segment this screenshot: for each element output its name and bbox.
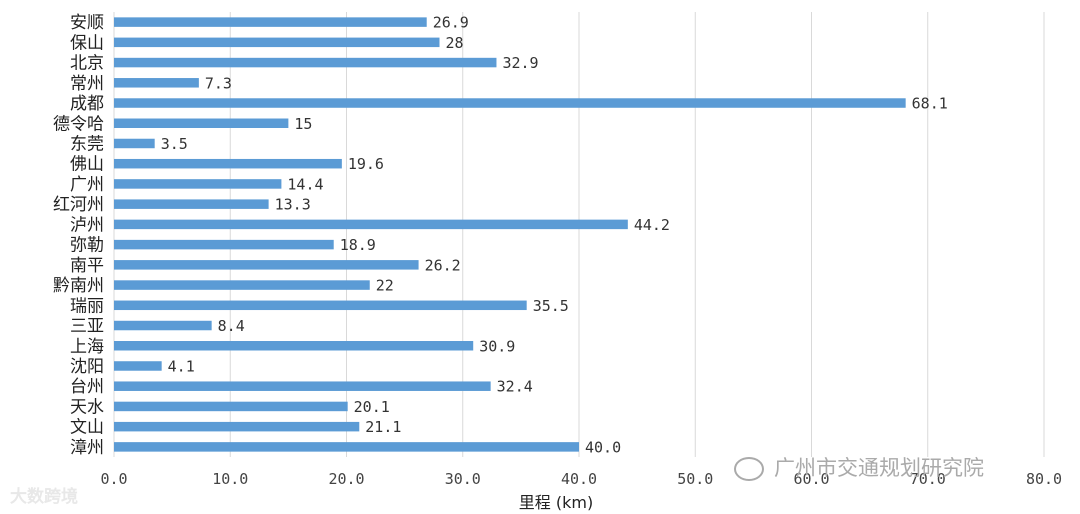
- value-label: 19.6: [348, 155, 384, 173]
- value-label: 14.4: [287, 175, 323, 193]
- bar: [114, 98, 906, 108]
- bar: [114, 381, 491, 391]
- bar: [114, 442, 579, 452]
- value-label: 18.9: [340, 236, 376, 254]
- category-label: 漳州: [70, 438, 104, 458]
- category-label: 广州: [70, 175, 104, 195]
- category-label: 常州: [70, 74, 104, 94]
- x-tick-label: 70.0: [910, 470, 946, 488]
- x-tick-label: 20.0: [328, 470, 364, 488]
- bar: [114, 361, 162, 371]
- value-label: 15: [294, 115, 312, 133]
- value-label: 32.9: [502, 54, 538, 72]
- x-tick-label: 80.0: [1026, 470, 1062, 488]
- bar: [114, 138, 155, 149]
- wechat-icon: [734, 457, 764, 481]
- category-label: 佛山: [70, 155, 104, 175]
- bars: [114, 17, 906, 452]
- category-labels: 安顺保山北京常州成都德令哈东莞佛山广州红河州泸州弥勒南平黔南州瑞丽三亚上海沈阳台…: [53, 13, 104, 458]
- category-label: 沈阳: [70, 357, 104, 377]
- category-label: 瑞丽: [70, 296, 104, 316]
- bar: [114, 219, 628, 230]
- bar: [114, 260, 419, 270]
- bar: [114, 118, 289, 128]
- bar: [114, 179, 282, 189]
- category-label: 台州: [70, 377, 104, 397]
- category-label: 泸州: [70, 215, 104, 235]
- x-tick-label: 50.0: [677, 470, 713, 488]
- bar: [114, 421, 360, 432]
- category-label: 天水: [70, 397, 104, 417]
- bar: [114, 57, 497, 68]
- watermark-right: 广州市交通规划研究院: [734, 452, 984, 482]
- x-axis-title: 里程 (km): [519, 493, 593, 512]
- bar: [114, 320, 212, 331]
- value-label: 68.1: [912, 95, 948, 113]
- value-label: 28: [446, 34, 464, 52]
- bar: [114, 78, 199, 88]
- value-labels: 26.9 28 32.9 7.3 68.1 15 3.5 19.6 14.4 13.3 44.2 18…: [161, 14, 948, 457]
- category-label: 北京: [70, 54, 104, 74]
- category-label: 红河州: [53, 195, 104, 215]
- bar: [114, 239, 334, 250]
- x-tick-labels: 0.0 10.0 20.0 30.0 40.0 50.0 60.0 70.0 80.0: [100, 470, 1062, 488]
- gridlines: [113, 12, 1045, 457]
- value-label: 22: [376, 277, 394, 295]
- category-label: 德令哈: [53, 114, 104, 134]
- watermark-right-text: 广州市交通规划研究院: [774, 456, 984, 480]
- category-label: 成都: [70, 94, 104, 114]
- value-label: 20.1: [354, 398, 390, 416]
- bar: [114, 401, 348, 412]
- category-label: 保山: [70, 33, 104, 53]
- value-label: 40.0: [585, 438, 621, 456]
- value-label: 26.9: [433, 14, 469, 32]
- bar: [114, 17, 427, 27]
- category-label: 黔南州: [53, 276, 104, 296]
- x-tick-label: 10.0: [212, 470, 248, 488]
- x-tick-label: 60.0: [793, 470, 829, 488]
- x-tick-label: 40.0: [561, 470, 597, 488]
- bar: [114, 37, 440, 48]
- value-label: 21.1: [365, 418, 401, 436]
- category-label: 上海: [70, 337, 104, 357]
- watermark-left: 大数跨境: [10, 482, 78, 507]
- value-label: 44.2: [634, 216, 670, 234]
- value-label: 3.5: [161, 135, 188, 153]
- category-label: 三亚: [70, 317, 104, 337]
- category-label: 安顺: [70, 13, 104, 33]
- category-label: 文山: [70, 418, 104, 438]
- value-label: 7.3: [205, 74, 232, 92]
- value-label: 32.4: [497, 378, 533, 396]
- bar: [114, 300, 527, 311]
- bar: [114, 199, 269, 209]
- value-label: 30.9: [479, 337, 515, 355]
- category-label: 南平: [70, 256, 104, 276]
- bar: [114, 341, 474, 351]
- value-label: 26.2: [425, 256, 461, 274]
- category-label: 东莞: [70, 134, 104, 154]
- category-label: 弥勒: [70, 236, 104, 256]
- bar: [114, 158, 342, 169]
- bar: [114, 280, 370, 290]
- x-tick-label: 30.0: [445, 470, 481, 488]
- value-label: 4.1: [168, 357, 195, 375]
- x-tick-label: 0.0: [100, 470, 127, 488]
- value-label: 35.5: [533, 297, 569, 315]
- value-label: 13.3: [275, 196, 311, 214]
- value-label: 8.4: [218, 317, 245, 335]
- watermark-left-text: 大数跨境: [10, 487, 78, 507]
